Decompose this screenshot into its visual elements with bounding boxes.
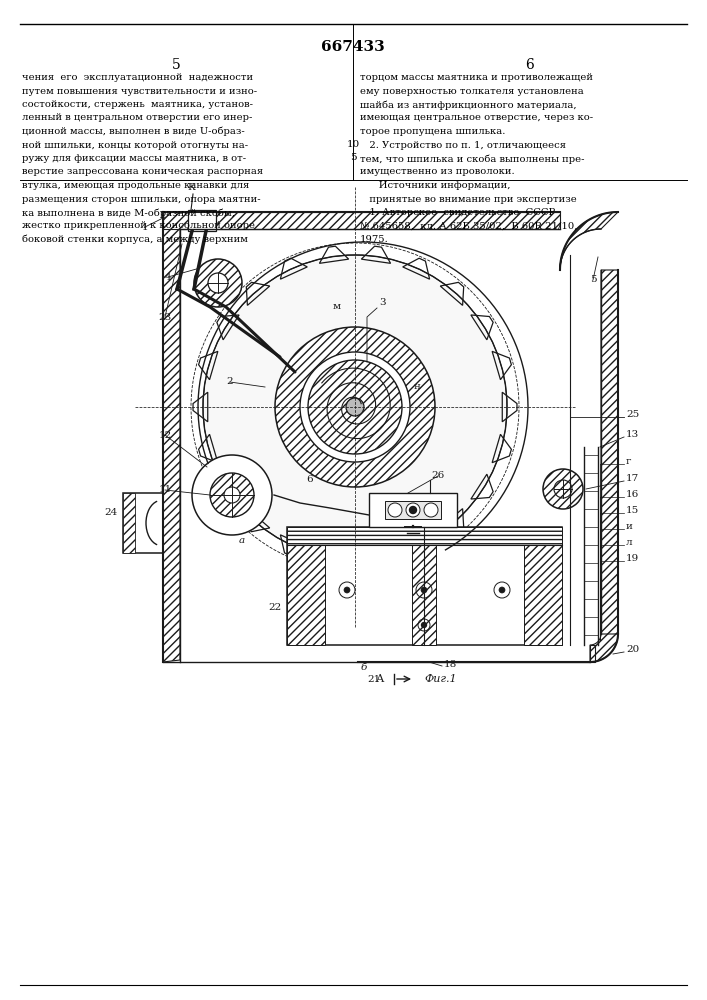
Text: 19: 19: [626, 554, 639, 563]
Text: 16: 16: [626, 490, 639, 499]
Text: 12: 12: [158, 430, 172, 440]
Text: 23: 23: [158, 312, 172, 322]
Circle shape: [308, 360, 402, 454]
Text: путем повышения чувствительности и изно-: путем повышения чувствительности и изно-: [22, 87, 257, 96]
Text: 6: 6: [307, 475, 313, 484]
Text: принятые во внимание при экспертизе: принятые во внимание при экспертизе: [360, 194, 577, 204]
Text: боковой стенки корпуса, а между верхним: боковой стенки корпуса, а между верхним: [22, 235, 248, 244]
Circle shape: [203, 255, 507, 559]
Text: 667433: 667433: [321, 40, 385, 54]
Circle shape: [424, 503, 438, 517]
Circle shape: [346, 398, 364, 416]
Text: л: л: [626, 538, 633, 547]
Bar: [123, 493, 163, 553]
Text: размещения сторон шпильки, опора маятни-: размещения сторон шпильки, опора маятни-: [22, 194, 261, 204]
Polygon shape: [560, 212, 618, 270]
Text: м: м: [333, 302, 341, 311]
Text: г: г: [626, 457, 631, 466]
Text: имущественно из проволоки.: имущественно из проволоки.: [360, 167, 515, 176]
Circle shape: [224, 487, 240, 503]
Text: 15: 15: [626, 506, 639, 515]
Text: имеющая центральное отверстие, через ко-: имеющая центральное отверстие, через ко-: [360, 113, 593, 122]
Text: 21: 21: [368, 675, 380, 684]
Text: 4: 4: [165, 272, 171, 282]
Text: 22: 22: [269, 603, 281, 612]
Polygon shape: [601, 270, 618, 636]
Text: К: К: [187, 183, 195, 192]
Text: 1. Авторское  свидетельство  СССР: 1. Авторское свидетельство СССР: [360, 208, 555, 217]
Text: 5: 5: [350, 153, 356, 162]
Text: ной шпильки, концы которой отогнуты на-: ной шпильки, концы которой отогнуты на-: [22, 140, 248, 149]
Text: 13: 13: [626, 430, 639, 439]
Text: тем, что шпилька и скоба выполнены пре-: тем, что шпилька и скоба выполнены пре-: [360, 154, 585, 163]
Circle shape: [192, 455, 272, 535]
Text: 2. Устройство по п. 1, отличающееся: 2. Устройство по п. 1, отличающееся: [360, 140, 566, 149]
Text: 26: 26: [431, 472, 445, 481]
Text: № 645658,  кл. А 62Б 35/02,  В 60R 21/10,: № 645658, кл. А 62Б 35/02, В 60R 21/10,: [360, 222, 578, 231]
Text: Фиг.1: Фиг.1: [424, 674, 457, 684]
Text: Источники информации,: Источники информации,: [360, 181, 510, 190]
Bar: [412, 545, 436, 645]
Circle shape: [499, 587, 505, 593]
Text: 5: 5: [590, 275, 596, 284]
Circle shape: [421, 622, 426, 628]
Circle shape: [344, 587, 350, 593]
Circle shape: [388, 503, 402, 517]
Text: 10: 10: [346, 140, 360, 149]
Text: ему поверхностью толкателя установлена: ему поверхностью толкателя установлена: [360, 87, 584, 96]
Bar: [385, 501, 441, 519]
Bar: [188, 210, 216, 231]
Bar: [287, 527, 562, 545]
Polygon shape: [590, 645, 595, 662]
Circle shape: [409, 506, 416, 514]
Text: 1975.: 1975.: [360, 235, 389, 244]
Text: А: А: [375, 674, 384, 684]
Text: и: и: [626, 522, 633, 531]
Text: а: а: [239, 536, 245, 545]
Text: 1: 1: [141, 223, 148, 232]
Polygon shape: [163, 212, 560, 229]
Circle shape: [300, 352, 410, 462]
Polygon shape: [163, 212, 180, 662]
Text: б: б: [361, 663, 367, 672]
Circle shape: [208, 273, 228, 293]
Bar: [287, 527, 562, 645]
Text: 24: 24: [105, 508, 117, 517]
Text: торое пропущена шпилька.: торое пропущена шпилька.: [360, 127, 506, 136]
Text: жестко прикрепленной к консольной опоре: жестко прикрепленной к консольной опоре: [22, 222, 255, 231]
Text: верстие запрессована коническая распорная: верстие запрессована коническая распорна…: [22, 167, 263, 176]
Text: состойкости, стержень  маятника, установ-: состойкости, стержень маятника, установ-: [22, 100, 253, 109]
Bar: [524, 527, 562, 645]
Bar: [123, 493, 135, 553]
Bar: [369, 493, 457, 527]
Text: 5: 5: [172, 58, 180, 72]
Circle shape: [543, 469, 583, 509]
Circle shape: [194, 259, 242, 307]
Text: 2: 2: [227, 377, 233, 386]
Text: 17: 17: [626, 474, 639, 483]
Text: ционной массы, выполнен в виде U-образ-: ционной массы, выполнен в виде U-образ-: [22, 127, 245, 136]
Text: торцом массы маятника и противолежащей: торцом массы маятника и противолежащей: [360, 73, 593, 82]
Circle shape: [406, 503, 420, 517]
Circle shape: [210, 473, 254, 517]
Text: втулка, имеющая продольные канавки для: втулка, имеющая продольные канавки для: [22, 181, 250, 190]
Circle shape: [275, 327, 435, 487]
Circle shape: [421, 587, 427, 593]
Text: чения  его  эксплуатационной  надежности: чения его эксплуатационной надежности: [22, 73, 253, 82]
Text: 25: 25: [626, 410, 639, 419]
Text: ка выполнена в виде М-образной скобы,: ка выполнена в виде М-образной скобы,: [22, 208, 235, 218]
Text: н: н: [414, 382, 421, 391]
Text: 3: 3: [380, 298, 386, 307]
Bar: [287, 527, 325, 645]
Text: ленный в центральном отверстии его инер-: ленный в центральном отверстии его инер-: [22, 113, 252, 122]
Text: 6: 6: [525, 58, 534, 72]
Polygon shape: [590, 634, 618, 662]
Text: 11: 11: [158, 486, 172, 494]
Text: 20: 20: [626, 645, 639, 654]
Text: 18: 18: [444, 660, 457, 669]
Text: ружу для фиксации массы маятника, в от-: ружу для фиксации массы маятника, в от-: [22, 154, 246, 163]
Text: шайба из антифрикционного материала,: шайба из антифрикционного материала,: [360, 100, 577, 109]
